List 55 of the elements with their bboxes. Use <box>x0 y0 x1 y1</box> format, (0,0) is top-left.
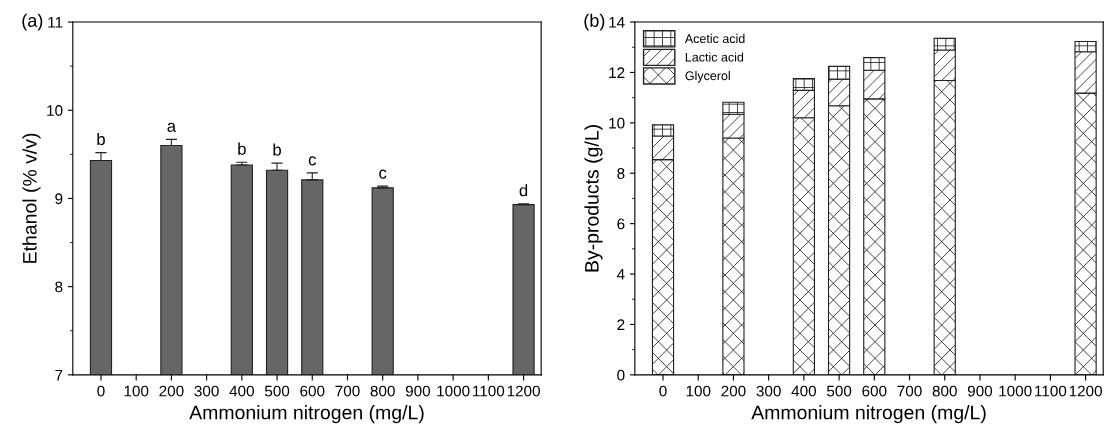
y-tick-label: 10 <box>47 105 63 116</box>
annotation: b <box>238 142 246 155</box>
x-tick-label: 0 <box>659 385 667 397</box>
x-tick-label: 200 <box>721 385 746 397</box>
x-tick-label: 700 <box>897 385 922 397</box>
y-tick-label: 0 <box>617 369 625 381</box>
x-tick-label: 700 <box>335 385 360 397</box>
y-tick-label: 12 <box>609 67 625 78</box>
x-tick-label: 1000 <box>999 385 1032 397</box>
y-tick-label: 11 <box>48 17 63 28</box>
x-tick-label: 100 <box>124 385 149 397</box>
annotation: c <box>308 156 316 166</box>
x-tick-label: 0 <box>97 385 105 397</box>
y-tick-label: 4 <box>616 269 625 280</box>
y-tick-label: 8 <box>617 168 625 179</box>
y-tick-label: 6 <box>617 218 625 230</box>
chart-title: (a) <box>22 13 43 31</box>
x-tick-label: 600 <box>862 385 887 397</box>
y-axis-title: Ethanol (% v/v) <box>22 133 41 263</box>
y-tick-label: 8 <box>55 281 63 293</box>
x-tick-label: 300 <box>194 385 219 397</box>
x-tick-label: 800 <box>370 385 395 397</box>
x-tick-label: 500 <box>826 385 852 397</box>
chart-title: (b) <box>584 13 605 31</box>
annotation: a <box>167 122 177 132</box>
y-tick-label: 14 <box>609 17 625 28</box>
y-tick-label: 7 <box>55 369 63 381</box>
legend-label: Acetic acid <box>684 33 745 44</box>
x-tick-label: 200 <box>159 385 184 397</box>
x-tick-label: 900 <box>405 385 431 397</box>
annotation: b <box>273 143 281 156</box>
y-tick-label: 10 <box>609 117 625 129</box>
x-tick-label: 300 <box>756 385 781 397</box>
x-tick-label: 1100 <box>473 385 505 397</box>
y-axis-title: By-products (g/L) <box>584 125 603 272</box>
legend-label: Glycerol <box>685 70 730 83</box>
x-tick-label: 1100 <box>1035 385 1067 397</box>
x-tick-label: 600 <box>300 385 325 397</box>
x-tick-label: 500 <box>264 385 290 397</box>
x-tick-label: 1200 <box>1069 385 1102 397</box>
annotation: b <box>97 132 105 146</box>
x-tick-label: 400 <box>229 385 254 397</box>
x-tick-label: 900 <box>967 385 993 397</box>
y-tick-label: 9 <box>55 193 63 205</box>
legend-label: Lactic acid <box>685 52 744 62</box>
x-axis-title: Ammonium nitrogen (mg/L) <box>189 405 424 424</box>
x-tick-label: 1200 <box>507 385 540 397</box>
x-tick-label: 400 <box>791 385 817 397</box>
x-axis-title: Ammonium nitrogen (mg/L) <box>751 405 986 424</box>
x-tick-label: 800 <box>932 385 957 397</box>
annotation: d <box>519 184 528 197</box>
x-tick-label: 100 <box>686 385 711 397</box>
x-tick-label: 1000 <box>437 385 470 397</box>
annotation: c <box>379 169 387 179</box>
y-tick-label: 2 <box>617 319 625 330</box>
